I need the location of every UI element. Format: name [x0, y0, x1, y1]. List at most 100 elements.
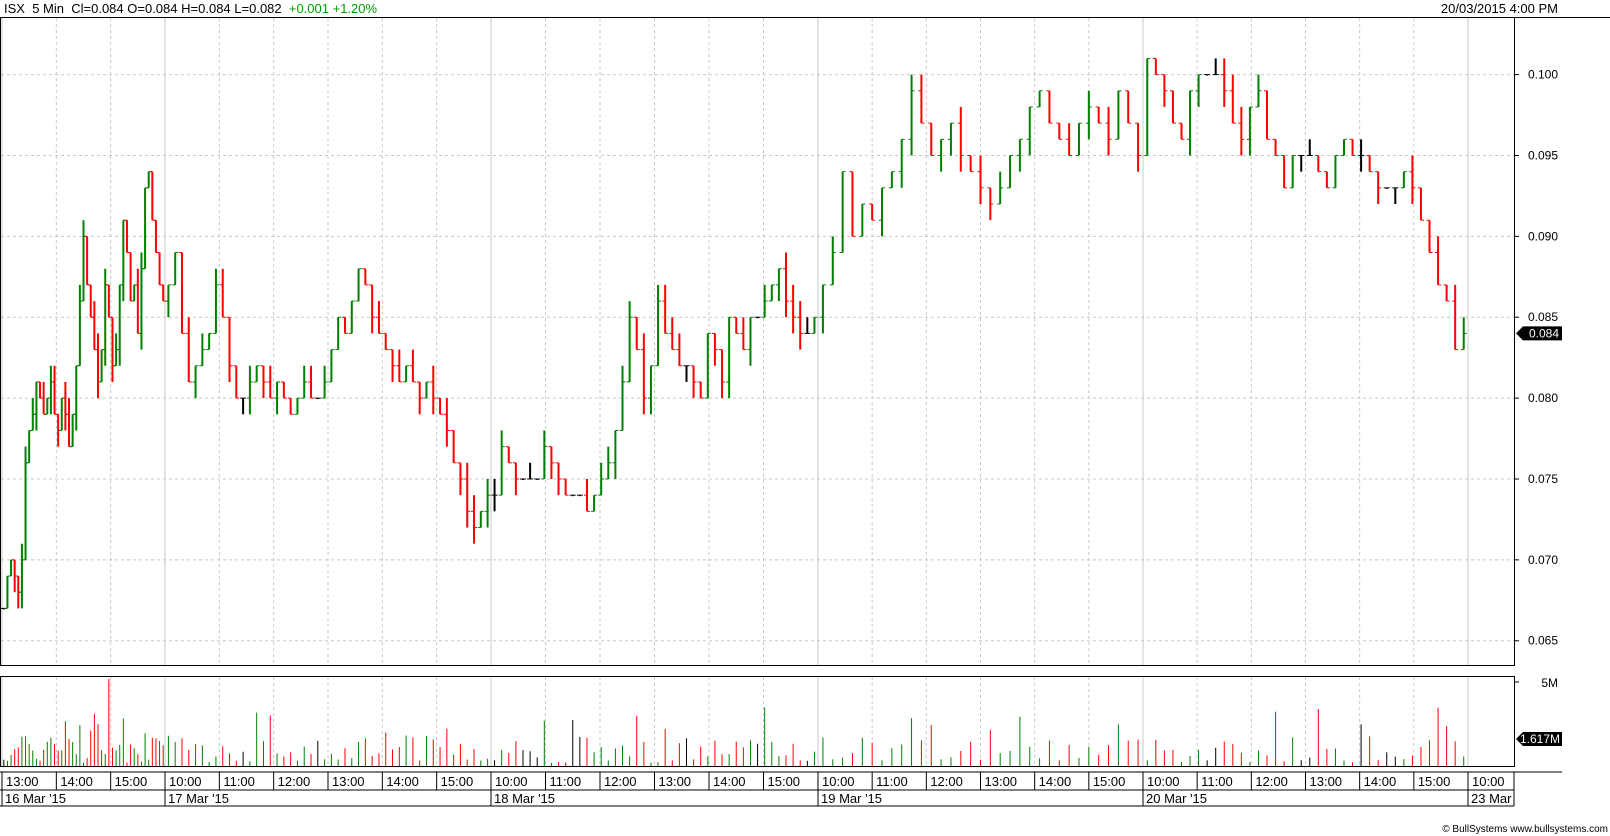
- ohlc-bar: [683, 365, 690, 382]
- ohlc-bar: [1115, 90, 1122, 140]
- time-tick-label: 15:00: [768, 774, 801, 789]
- ohlc-bar: [335, 316, 342, 351]
- time-tick-label: 11:00: [223, 774, 255, 789]
- ohlc-bar: [768, 284, 775, 302]
- ohlc-bar: [1435, 236, 1442, 286]
- ohlc-bar: [879, 187, 886, 237]
- time-tick-label: 14:00: [60, 774, 93, 789]
- time-tick-label: 14:00: [1364, 774, 1397, 789]
- time-tick-label: 11:00: [876, 774, 908, 789]
- ohlc-bar: [199, 333, 206, 367]
- ohlc-bar: [1178, 122, 1185, 140]
- ohlc-bar: [647, 365, 654, 415]
- ohlc-bar: [811, 316, 818, 334]
- ohlc-bar: [775, 268, 782, 302]
- time-tick-label: 10:00: [1147, 774, 1180, 789]
- ohlc-bar: [676, 333, 683, 367]
- ohlc-bar: [829, 236, 836, 286]
- price-tick-label: 0.090: [1528, 229, 1558, 243]
- ohlc-bar: [1246, 106, 1253, 156]
- ohlc-bar: [165, 284, 172, 318]
- ohlc-bar: [355, 268, 362, 302]
- ohlc-bar: [149, 171, 156, 221]
- price-tick-label: 0.065: [1528, 634, 1558, 648]
- time-tick-label: 12:00: [930, 774, 963, 789]
- ohlc-bar: [819, 284, 826, 334]
- ohlc-bar: [512, 462, 519, 496]
- time-tick-label: 12:00: [278, 774, 311, 789]
- ohlc-bar: [541, 430, 548, 480]
- ohlc-bar: [576, 494, 583, 497]
- ohlc-bar: [1187, 90, 1194, 156]
- ohlc-bar: [498, 430, 505, 496]
- time-tick-label: 12:00: [604, 774, 637, 789]
- ohlc-bar: [66, 398, 73, 448]
- ohlc-bar: [783, 252, 790, 318]
- volume-panel-frame: [0, 676, 1515, 767]
- time-tick-label: 11:00: [1201, 774, 1233, 789]
- price-axis-ticks: 0.100 0.095 0.090 0.085 0.080 0.075 0.070 0.065…: [1514, 68, 1562, 746]
- ohlc-bar: [321, 365, 328, 399]
- ohlc-bar: [527, 462, 534, 480]
- ohlc-bar: [423, 381, 430, 399]
- ohlc-bar: [127, 252, 134, 302]
- ohlc-bar: [37, 381, 44, 399]
- ohlc-bar: [697, 381, 704, 399]
- ohlc-bar: [1443, 284, 1450, 302]
- ohlc-bar: [1349, 138, 1356, 156]
- ohlc-bar: [4, 575, 11, 609]
- ohlc-bar: [1298, 154, 1305, 172]
- ohlc-bar: [1229, 74, 1236, 124]
- ohlc-bar: [491, 478, 498, 512]
- ohlc-bar: [633, 316, 640, 351]
- ohlc-bar: [947, 122, 954, 156]
- copyright: © BullSystems www.bullsystems.com: [1442, 824, 1608, 835]
- ohlc-bar: [849, 171, 856, 237]
- ohlc-bar: [1125, 90, 1132, 124]
- price-tick-label: 0.070: [1528, 553, 1558, 567]
- ohlc-bar: [839, 171, 846, 254]
- ohlc-bar: [240, 397, 247, 415]
- ohlc-bar: [375, 301, 382, 334]
- ohlc-bar: [1323, 171, 1330, 189]
- ohlc-bar: [1169, 90, 1176, 124]
- ohlc-bar: [733, 316, 740, 334]
- date-tick-label: 16 Mar '15: [5, 791, 66, 806]
- ohlc-bar: [1105, 106, 1112, 156]
- ohlc-bar: [1007, 154, 1014, 189]
- ohlc-bar: [1144, 57, 1151, 156]
- ohlc-bar: [1046, 90, 1053, 124]
- ohlc-bar: [219, 268, 226, 318]
- ohlc-bar: [908, 74, 915, 156]
- ohlc-bar: [555, 462, 562, 496]
- ohlc-bar: [740, 317, 747, 351]
- ohlc-bar: [534, 478, 541, 480]
- symbol: ISX: [4, 1, 25, 16]
- interval: 5 Min: [32, 1, 64, 16]
- time-tick-label: 13:00: [1310, 774, 1343, 789]
- ohlc-bar: [669, 317, 676, 351]
- ohlc-bar: [1358, 139, 1365, 172]
- ohlc-bar: [1056, 122, 1063, 140]
- ohlc-bar: [754, 316, 761, 319]
- ohlc-bar: [94, 333, 101, 399]
- time-tick-label: 13:00: [985, 774, 1018, 789]
- ohlc-bar: [138, 252, 145, 350]
- last-volume-marker: [1516, 732, 1562, 746]
- ohlc-bar: [1272, 138, 1279, 156]
- ohlc-bar: [416, 381, 423, 415]
- date-tick-label: 17 Mar '15: [168, 791, 229, 806]
- ohlc-bar: [583, 478, 590, 512]
- ohlc-bar: [1085, 90, 1092, 140]
- ohlc-bar: [450, 429, 457, 464]
- ohlc-bar: [1306, 139, 1313, 156]
- price-tick-label: 0.095: [1528, 148, 1558, 162]
- ohlc-bar: [58, 397, 65, 431]
- ohlc-bar: [301, 365, 308, 399]
- price-grid: [1, 18, 1514, 665]
- time-tick-label: 13:00: [6, 774, 39, 789]
- ohlc-bar: [484, 478, 491, 528]
- price-bars: [0, 57, 1467, 610]
- ohlc-bar: [977, 155, 984, 205]
